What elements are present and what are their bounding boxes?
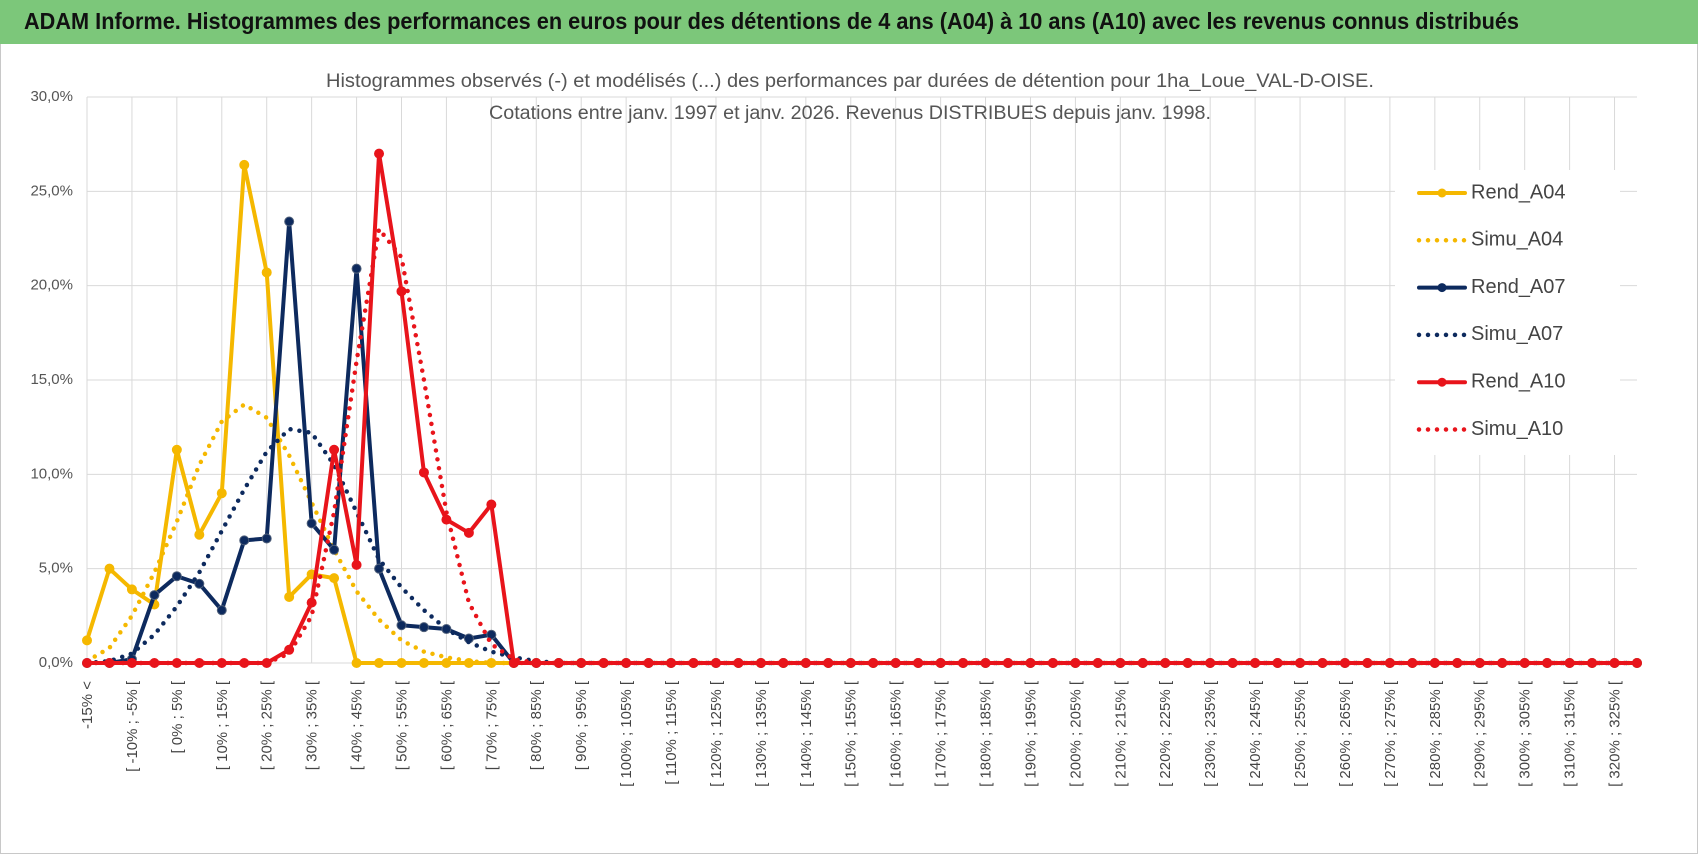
chart-title: Histogrammes observés (-) et modélisés (… [326,71,1374,92]
x-tick-label: [ 120% ; 125% [ [708,680,725,787]
x-tick-label: [ 140% ; 145% [ [798,680,815,787]
y-tick-label: 5,0% [39,560,73,577]
series-marker [486,499,497,510]
legend-label: Simu_A10 [1471,418,1563,440]
x-tick-label: [ 60% ; 65% [ [438,680,455,770]
x-tick-label: [ 70% ; 75% [ [483,680,500,770]
x-tick-label: [ 100% ; 105% [ [618,680,635,787]
header-bar [0,0,1698,44]
x-tick-label: [ 190% ; 195% [ [1022,680,1039,787]
x-tick-label: [ 170% ; 175% [ [933,680,950,787]
legend-marker [1437,283,1447,293]
series-marker [374,658,385,668]
chart-subtitle: Cotations entre janv. 1997 et janv. 2026… [489,103,1211,124]
header-title: ADAM Informe. Histogrammes des performan… [24,8,1519,34]
series-marker [351,658,362,668]
series-marker [441,658,452,668]
legend-label: Rend_A10 [1471,370,1566,392]
x-tick-label: [ 280% ; 285% [ [1427,680,1444,787]
y-tick-label: 10,0% [30,465,73,482]
series-marker [261,533,272,544]
series-marker [374,148,385,159]
y-tick-label: 25,0% [30,182,73,199]
series-marker [418,467,429,478]
series-marker [329,444,340,455]
series-marker [194,578,205,589]
x-tick-label: [ 310% ; 315% [ [1562,680,1579,787]
x-tick-label: [ 200% ; 205% [ [1067,680,1084,787]
x-tick-label: [ 230% ; 235% [ [1202,680,1219,787]
series-marker [351,559,362,570]
x-tick-label: [ 210% ; 215% [ [1112,680,1129,787]
series-marker [418,622,429,633]
series-marker [486,629,497,640]
x-tick-label: [ 0% ; 5% [ [169,680,186,753]
series-marker [329,573,340,584]
series-marker [82,635,92,646]
series-marker [171,444,182,455]
series-marker [216,605,227,616]
series-marker [396,286,407,297]
x-tick-label: [ 160% ; 165% [ [888,680,905,787]
legend-label: Simu_A04 [1471,229,1563,251]
series-marker [149,590,160,601]
series-marker [396,620,407,631]
x-tick-label: [ 320% ; 325% [ [1607,680,1624,787]
x-tick-label: [ 90% ; 95% [ [573,680,590,770]
legend-box [1395,170,1620,455]
series-marker [194,529,205,540]
x-tick-label: [ 50% ; 55% [ [393,680,410,770]
legend-label: Rend_A07 [1471,276,1566,298]
legend-marker [1437,377,1447,387]
series-marker [261,267,272,278]
series-marker [171,571,182,582]
x-tick-label: [ 300% ; 305% [ [1517,680,1534,787]
series-line [84,226,1640,666]
x-tick-label: [ 10% ; 15% [ [214,680,231,770]
series-marker [126,584,137,595]
x-tick-label: [ 130% ; 135% [ [753,680,770,787]
series-line [85,151,1639,665]
x-tick-label: [ 20% ; 25% [ [259,680,276,770]
x-tick-label: [ 30% ; 35% [ [304,680,321,770]
x-tick-label: -15% < [79,681,96,729]
legend-label: Rend_A04 [1471,181,1566,203]
x-tick-label: [ 270% ; 275% [ [1382,680,1399,787]
series-marker [418,658,429,668]
series-marker [239,535,250,546]
y-tick-label: 0,0% [39,654,73,671]
x-tick-label: [ 240% ; 245% [ [1247,680,1264,787]
y-tick-label: 30,0% [30,88,73,105]
x-tick-label: [ -10% ; -5% [ [124,680,141,772]
series-marker [374,563,385,574]
y-tick-label: 20,0% [30,277,73,294]
series-marker [104,563,115,574]
series-marker [216,488,227,499]
x-tick-label: [ 260% ; 265% [ [1337,680,1354,787]
x-tick-label: [ 110% ; 115% [ [663,680,680,785]
series-marker [284,216,295,227]
series-marker [306,518,317,529]
x-tick-label: [ 220% ; 225% [ [1157,680,1174,787]
x-tick-label: [ 250% ; 255% [ [1292,680,1309,787]
series-marker [284,591,295,602]
x-tick-label: [ 290% ; 295% [ [1472,680,1489,787]
x-tick-label: [ 40% ; 45% [ [349,680,366,770]
plot-area: -15% < [ -10% ; -5% [ [ 0% ; 5% [ [ 10% ; 1… [30,88,1642,787]
series-marker [239,159,250,170]
y-tick-label: 15,0% [30,371,73,388]
legend-marker [1437,188,1447,198]
series-marker [396,658,407,668]
legend-label: Simu_A07 [1471,323,1563,345]
x-tick-label: [ 150% ; 155% [ [843,680,860,787]
x-tick-label: [ 180% ; 185% [ [978,680,995,787]
series-marker [351,263,362,274]
series-marker [329,544,340,555]
series-marker [463,527,474,538]
x-tick-label: [ 80% ; 85% [ [528,680,545,770]
